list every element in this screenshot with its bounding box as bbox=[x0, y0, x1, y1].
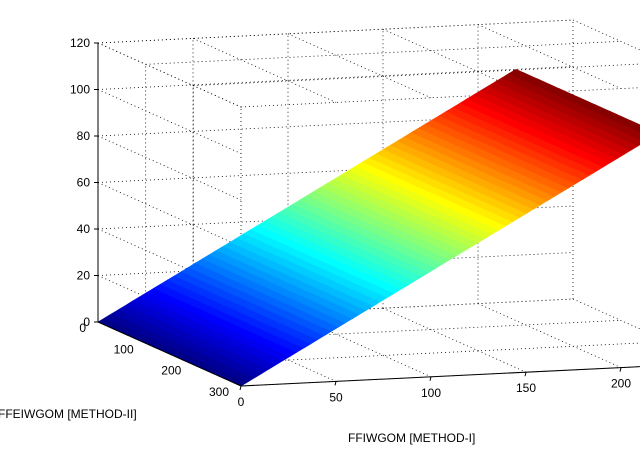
x-axis-label: FFIWGOM [METHOD-I] bbox=[348, 431, 475, 445]
y-tick-label: 200 bbox=[161, 364, 181, 378]
z-tick-label: 60 bbox=[77, 176, 91, 190]
x-axis-line bbox=[240, 366, 640, 387]
grid-line bbox=[97, 66, 574, 90]
grid-line bbox=[97, 42, 242, 108]
grid-line bbox=[193, 342, 640, 366]
y-tick-label: 300 bbox=[209, 385, 229, 399]
y-tick-label: 100 bbox=[114, 342, 134, 356]
grid-line bbox=[572, 298, 640, 330]
z-tick-label: 100 bbox=[70, 83, 90, 97]
y-axis-line bbox=[97, 321, 242, 387]
grid-line bbox=[145, 319, 621, 344]
grid-line bbox=[97, 182, 242, 247]
grid-line bbox=[572, 19, 640, 51]
x-tick-mark bbox=[524, 372, 527, 377]
grid-line bbox=[97, 252, 574, 276]
z-tick-label: 40 bbox=[77, 222, 91, 236]
x-tick-label: 100 bbox=[421, 386, 441, 400]
x-tick-mark bbox=[619, 367, 622, 372]
y-axis-ticks: 0 100 200 300 bbox=[79, 321, 229, 399]
grid-line bbox=[145, 40, 621, 65]
x-tick-label: 150 bbox=[516, 381, 536, 395]
grid-line bbox=[477, 303, 622, 368]
z-tick-label: 0 bbox=[83, 315, 90, 329]
grid-line bbox=[97, 298, 574, 323]
grid-line bbox=[382, 307, 527, 373]
z-tick-label: 80 bbox=[77, 129, 91, 143]
grid-line bbox=[97, 42, 242, 108]
grid-line bbox=[97, 89, 242, 154]
grid-line bbox=[193, 63, 640, 87]
x-tick-label: 0 bbox=[238, 395, 245, 409]
x-tick-mark bbox=[429, 376, 432, 381]
x-axis-ticks: 050100150200250 bbox=[238, 367, 631, 409]
grid-line bbox=[97, 19, 574, 44]
grid-line bbox=[97, 135, 242, 201]
x-tick-label: 200 bbox=[611, 377, 631, 391]
z-tick-label: 120 bbox=[70, 36, 90, 50]
z-axis-ticks: 0 20 40 60 80 100 120 bbox=[70, 36, 98, 329]
grid-line bbox=[192, 38, 337, 103]
y-tick-label: 0 bbox=[79, 321, 86, 335]
x-tick-mark bbox=[239, 385, 242, 391]
y-axis-label: FFEIWGOM [METHOD-II] bbox=[0, 407, 137, 421]
x-tick-mark bbox=[334, 381, 337, 386]
grid-line bbox=[240, 366, 640, 387]
surface-plot bbox=[97, 68, 640, 387]
grid-line bbox=[287, 33, 432, 99]
surface-patch bbox=[508, 68, 524, 78]
z-tick-label: 20 bbox=[77, 269, 91, 283]
grid-line bbox=[240, 87, 640, 108]
x-tick-label: 50 bbox=[329, 390, 343, 404]
